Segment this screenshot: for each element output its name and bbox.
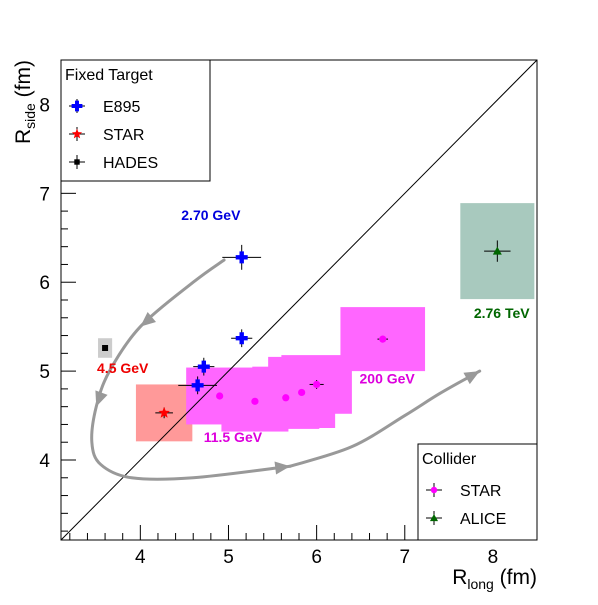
legends-layer: Fixed Target E895 STAR HADES Collider STAR ALI… <box>60 59 538 541</box>
x-tick-label: 7 <box>399 547 410 568</box>
legend-title: Fixed Target <box>65 67 153 84</box>
annotation-label: 200 GeV <box>360 371 416 387</box>
circle-marker <box>282 394 290 402</box>
x-axis-label-main: R <box>452 566 467 589</box>
legend-box <box>60 59 211 182</box>
legend-entry-label: E895 <box>103 99 140 116</box>
y-tick-label: 8 <box>39 95 50 116</box>
cross-marker <box>191 379 204 392</box>
circle-marker <box>216 392 224 400</box>
arrow-head <box>95 390 108 407</box>
x-tick-label: 8 <box>488 547 499 568</box>
y-tick-label: 4 <box>39 451 50 472</box>
y-axis-label-main: R <box>12 129 35 144</box>
legend-box <box>417 443 538 541</box>
square-marker <box>74 159 80 165</box>
x-tick-label: 6 <box>311 547 322 568</box>
lines-layer <box>60 59 538 541</box>
legend-entry-label: STAR <box>103 127 144 144</box>
annotation-label: 4.5 GeV <box>97 360 149 376</box>
arrow-head <box>140 312 156 327</box>
circle-marker <box>313 380 321 389</box>
legend-top-left: Fixed Target E895 STAR HADES <box>60 59 211 182</box>
legend-entry-label: STAR <box>460 483 501 500</box>
data-marks-layer <box>102 240 511 419</box>
triangle-marker <box>429 513 439 522</box>
annotations-layer: 2.70 GeV 4.5 GeV 11.5 GeV 200 GeV 2.76 TeV <box>97 207 530 445</box>
triangle-marker <box>492 246 502 255</box>
star-marker <box>158 406 170 418</box>
y-axis-label-sub: side <box>22 103 38 129</box>
legend-title: Collider <box>422 451 477 468</box>
cross-marker <box>235 332 248 345</box>
annotation-label: 2.76 TeV <box>474 305 530 321</box>
systematic-boxes-layer <box>98 203 535 442</box>
star-marker <box>71 128 83 139</box>
arrow-curve <box>288 369 482 468</box>
legend-entry-label: HADES <box>103 155 158 172</box>
x-axis-title: Rlong (fm) <box>452 566 537 592</box>
annotation-label: 2.70 GeV <box>181 207 241 223</box>
cross-marker <box>235 251 248 264</box>
circle-marker <box>298 388 306 397</box>
arrow-head <box>463 371 480 385</box>
circle-marker <box>251 397 259 405</box>
cross-marker <box>197 360 210 373</box>
x-tick-label: 5 <box>223 547 234 568</box>
x-axis-label-unit: (fm) <box>494 566 537 589</box>
square-marker <box>102 345 109 351</box>
annotation-label: 11.5 GeV <box>204 429 263 445</box>
diagonal-line <box>60 59 538 541</box>
x-axis-label-sub: long <box>467 576 493 592</box>
x-tick-label: 4 <box>135 547 146 568</box>
arrow-head <box>274 461 291 475</box>
circle-marker <box>430 486 438 494</box>
legend-bottom-right: Collider STAR ALICE <box>417 443 538 541</box>
y-tick-label: 6 <box>39 273 50 294</box>
arrow-curve <box>90 258 292 481</box>
y-axis-label-unit: (fm) <box>12 60 35 103</box>
y-tick-label: 7 <box>39 184 50 205</box>
y-axis-title: Rside (fm) <box>12 60 38 144</box>
legend-entry-label: ALICE <box>460 511 506 528</box>
cross-marker <box>71 100 83 112</box>
y-tick-label: 5 <box>39 362 50 383</box>
circle-marker <box>379 335 387 343</box>
